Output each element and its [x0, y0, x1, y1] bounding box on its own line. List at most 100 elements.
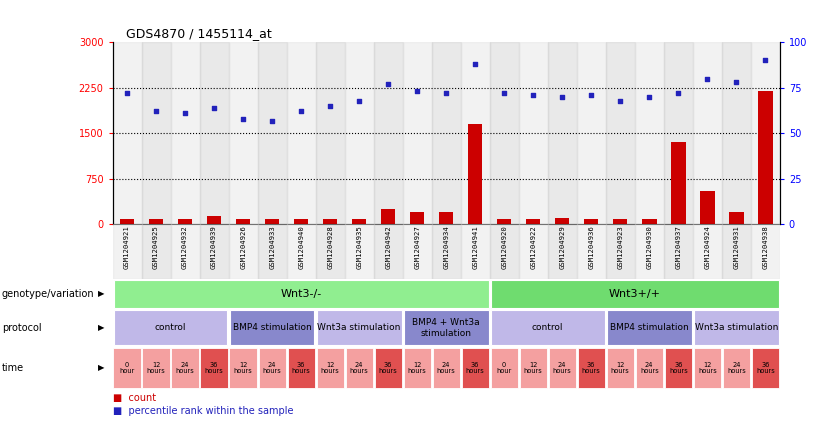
FancyBboxPatch shape [317, 310, 401, 345]
Text: 12
hours: 12 hours [408, 362, 426, 374]
FancyBboxPatch shape [578, 348, 605, 388]
FancyBboxPatch shape [113, 310, 228, 345]
Bar [294, 220, 309, 224]
Point [642, 93, 656, 100]
Point [208, 104, 221, 111]
FancyBboxPatch shape [607, 310, 691, 345]
Point [294, 108, 308, 115]
FancyBboxPatch shape [549, 348, 575, 388]
Text: ▶: ▶ [98, 323, 104, 332]
Text: 24
hours: 24 hours [263, 362, 282, 374]
Text: 36
hours: 36 hours [582, 362, 600, 374]
Text: GSM1204924: GSM1204924 [704, 225, 711, 269]
Text: GSM1204923: GSM1204923 [617, 225, 623, 269]
Point [585, 92, 598, 99]
Text: GSM1204935: GSM1204935 [356, 225, 362, 269]
Bar [758, 91, 772, 224]
Point [149, 108, 163, 115]
Bar [605, 42, 635, 224]
Text: GSM1204934: GSM1204934 [443, 225, 450, 269]
Point [730, 79, 743, 86]
Point [237, 115, 250, 122]
Text: 24
hours: 24 hours [176, 362, 194, 374]
Bar [519, 42, 548, 224]
Text: 0
hour: 0 hour [119, 362, 135, 374]
Bar [721, 224, 751, 279]
Text: Wnt3-/-: Wnt3-/- [280, 289, 322, 299]
Text: protocol: protocol [2, 323, 42, 333]
Bar [490, 42, 519, 224]
Bar [432, 224, 460, 279]
Text: GSM1204931: GSM1204931 [733, 225, 739, 269]
Bar [171, 42, 199, 224]
Text: BMP4 stimulation: BMP4 stimulation [610, 323, 689, 332]
Text: GSM1204942: GSM1204942 [385, 225, 391, 269]
FancyBboxPatch shape [172, 348, 198, 388]
Bar [374, 42, 403, 224]
FancyBboxPatch shape [143, 348, 170, 388]
Bar [700, 191, 715, 224]
Text: 12
hours: 12 hours [698, 362, 716, 374]
Text: 24
hours: 24 hours [727, 362, 746, 374]
FancyBboxPatch shape [113, 280, 489, 308]
Text: GSM1204925: GSM1204925 [153, 225, 159, 269]
Bar [403, 224, 432, 279]
Bar [113, 42, 142, 224]
Text: GSM1204940: GSM1204940 [298, 225, 304, 269]
Text: BMP4 + Wnt3a
stimulation: BMP4 + Wnt3a stimulation [412, 318, 480, 338]
Bar [374, 224, 403, 279]
Text: 12
hours: 12 hours [234, 362, 253, 374]
Bar [403, 42, 432, 224]
FancyBboxPatch shape [374, 348, 402, 388]
Bar [323, 220, 338, 224]
Bar [171, 224, 199, 279]
Point [381, 81, 394, 88]
Text: 24
hours: 24 hours [553, 362, 571, 374]
Bar [577, 224, 605, 279]
Text: GSM1204929: GSM1204929 [560, 225, 565, 269]
Bar [577, 42, 605, 224]
Text: ▶: ▶ [98, 289, 104, 299]
Point [410, 88, 424, 95]
Point [469, 61, 482, 68]
Text: GSM1204938: GSM1204938 [762, 225, 768, 269]
Point [120, 90, 133, 96]
Text: 36
hours: 36 hours [292, 362, 310, 374]
Bar [410, 212, 425, 224]
Bar [258, 224, 287, 279]
Bar [490, 224, 519, 279]
Bar [460, 224, 490, 279]
Text: GSM1204930: GSM1204930 [646, 225, 652, 269]
FancyBboxPatch shape [491, 280, 779, 308]
Bar [229, 224, 258, 279]
Text: genotype/variation: genotype/variation [2, 289, 94, 299]
FancyBboxPatch shape [751, 348, 779, 388]
Bar [642, 220, 656, 224]
Text: GSM1204936: GSM1204936 [588, 225, 595, 269]
Bar [315, 224, 344, 279]
Text: Wnt3a stimulation: Wnt3a stimulation [318, 323, 401, 332]
Point [759, 57, 772, 64]
Bar [120, 220, 134, 224]
Bar [751, 42, 780, 224]
FancyBboxPatch shape [404, 310, 489, 345]
FancyBboxPatch shape [288, 348, 314, 388]
Bar [142, 224, 171, 279]
Text: GSM1204939: GSM1204939 [211, 225, 217, 269]
Text: Wnt3+/+: Wnt3+/+ [609, 289, 661, 299]
Text: GSM1204928: GSM1204928 [327, 225, 333, 269]
FancyBboxPatch shape [606, 348, 634, 388]
Text: GSM1204922: GSM1204922 [530, 225, 536, 269]
Bar [142, 42, 171, 224]
Bar [729, 212, 744, 224]
Bar [148, 220, 163, 224]
Text: 12
hours: 12 hours [524, 362, 543, 374]
FancyBboxPatch shape [433, 348, 460, 388]
Text: 36
hours: 36 hours [669, 362, 688, 374]
FancyBboxPatch shape [490, 348, 518, 388]
Bar [315, 42, 344, 224]
Text: 36
hours: 36 hours [204, 362, 224, 374]
Text: 24
hours: 24 hours [349, 362, 369, 374]
Text: ■  count: ■ count [113, 393, 156, 403]
Text: BMP4 stimulation: BMP4 stimulation [233, 323, 312, 332]
